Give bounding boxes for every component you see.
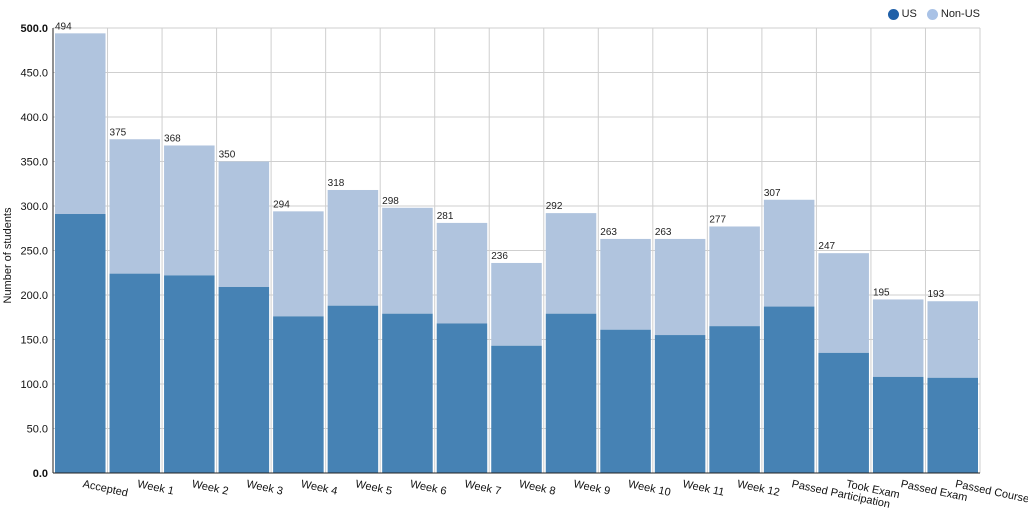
bar-segment-us[interactable] xyxy=(55,214,106,473)
legend-swatch-non-us xyxy=(926,8,938,20)
y-axis-label: Number of students xyxy=(2,207,14,303)
y-tick-label: 400.0 xyxy=(20,112,48,124)
legend-item-us[interactable]: US xyxy=(887,8,917,20)
bar-total-label: 281 xyxy=(437,211,454,222)
bar-segment-non-us[interactable] xyxy=(763,199,815,307)
bar-segment-non-us[interactable] xyxy=(600,238,651,330)
bar-total-label: 292 xyxy=(546,201,563,212)
bar-total-label: 195 xyxy=(873,287,890,298)
legend: US Non-US xyxy=(878,8,980,20)
x-tick-label: Week 1 xyxy=(136,478,175,497)
y-tick-label: 0.0 xyxy=(33,468,48,480)
y-tick-label: 300.0 xyxy=(20,201,48,213)
bar-segment-us[interactable] xyxy=(218,286,270,473)
bar-segment-non-us[interactable] xyxy=(709,226,760,327)
legend-item-non-us[interactable]: Non-US xyxy=(926,8,980,20)
bar-segment-us[interactable] xyxy=(927,377,978,473)
bar-segment-non-us[interactable] xyxy=(545,213,597,314)
bar-segment-non-us[interactable] xyxy=(382,207,433,314)
bar-segment-non-us[interactable] xyxy=(218,161,270,287)
x-tick-label: Week 4 xyxy=(300,478,339,497)
bar-total-label: 263 xyxy=(600,227,617,238)
bar-total-label: 294 xyxy=(273,199,290,210)
x-tick-label: Week 6 xyxy=(409,478,448,497)
x-tick-label: Week 11 xyxy=(681,478,725,499)
bar-total-label: 247 xyxy=(818,241,835,252)
bar-segment-us[interactable] xyxy=(109,273,161,473)
bar-total-label: 494 xyxy=(55,21,72,32)
x-tick-label: Week 3 xyxy=(245,478,284,497)
x-tick-label: Week 12 xyxy=(736,478,781,499)
bar-segment-non-us[interactable] xyxy=(872,299,924,377)
bar-segment-us[interactable] xyxy=(654,335,706,473)
bar-total-label: 318 xyxy=(328,178,345,189)
x-tick-label: Week 8 xyxy=(518,478,557,497)
bar-total-label: 375 xyxy=(110,127,127,138)
y-tick-label: 250.0 xyxy=(20,246,48,258)
y-tick-label: 50.0 xyxy=(27,424,48,436)
bar-segment-non-us[interactable] xyxy=(273,211,324,317)
bar-segment-us[interactable] xyxy=(600,329,651,473)
y-tick-label: 500.0 xyxy=(20,23,48,35)
bar-segment-us[interactable] xyxy=(382,313,433,473)
bar-segment-us[interactable] xyxy=(818,352,869,473)
bar-segment-non-us[interactable] xyxy=(327,189,379,306)
y-tick-label: 200.0 xyxy=(20,290,48,302)
y-tick-label: 150.0 xyxy=(20,335,48,347)
bar-segment-us[interactable] xyxy=(545,313,597,473)
legend-label-non-us: Non-US xyxy=(940,8,980,20)
bar-segment-us[interactable] xyxy=(273,316,324,473)
x-tick-label: Week 5 xyxy=(354,478,393,497)
y-tick-label: 350.0 xyxy=(20,157,48,169)
bar-segment-non-us[interactable] xyxy=(654,238,706,336)
bar-segment-non-us[interactable] xyxy=(164,145,215,276)
bar-segment-us[interactable] xyxy=(327,305,379,473)
bar-total-label: 298 xyxy=(382,196,399,207)
bar-segment-non-us[interactable] xyxy=(55,33,106,215)
bar-total-label: 368 xyxy=(164,133,181,144)
x-tick-label: Week 7 xyxy=(463,478,502,497)
bar-segment-us[interactable] xyxy=(763,306,815,473)
bar-total-label: 277 xyxy=(709,214,726,225)
bar-segment-us[interactable] xyxy=(872,376,924,473)
bar-segment-us[interactable] xyxy=(709,326,760,473)
y-tick-label: 100.0 xyxy=(20,379,48,391)
bar-segment-non-us[interactable] xyxy=(436,222,488,324)
bar-segment-non-us[interactable] xyxy=(818,253,869,353)
x-tick-label: Week 9 xyxy=(572,478,611,497)
bar-total-label: 350 xyxy=(219,150,236,161)
legend-label-us: US xyxy=(901,8,917,20)
bar-total-label: 236 xyxy=(491,251,508,262)
x-tick-label: Week 2 xyxy=(191,478,230,497)
bar-total-label: 307 xyxy=(764,188,781,199)
x-tick-label: Week 10 xyxy=(627,478,672,499)
bar-segment-us[interactable] xyxy=(491,345,542,473)
bar-segment-non-us[interactable] xyxy=(927,301,978,378)
legend-swatch-us xyxy=(887,8,899,20)
bar-segment-non-us[interactable] xyxy=(109,139,161,274)
bar-total-label: 193 xyxy=(927,289,944,300)
bar-total-label: 263 xyxy=(655,227,672,238)
y-tick-label: 450.0 xyxy=(20,68,48,80)
bar-segment-us[interactable] xyxy=(436,323,488,473)
x-tick-label: Accepted xyxy=(82,478,129,499)
bar-segment-non-us[interactable] xyxy=(491,262,542,346)
bar-segment-us[interactable] xyxy=(164,275,215,473)
